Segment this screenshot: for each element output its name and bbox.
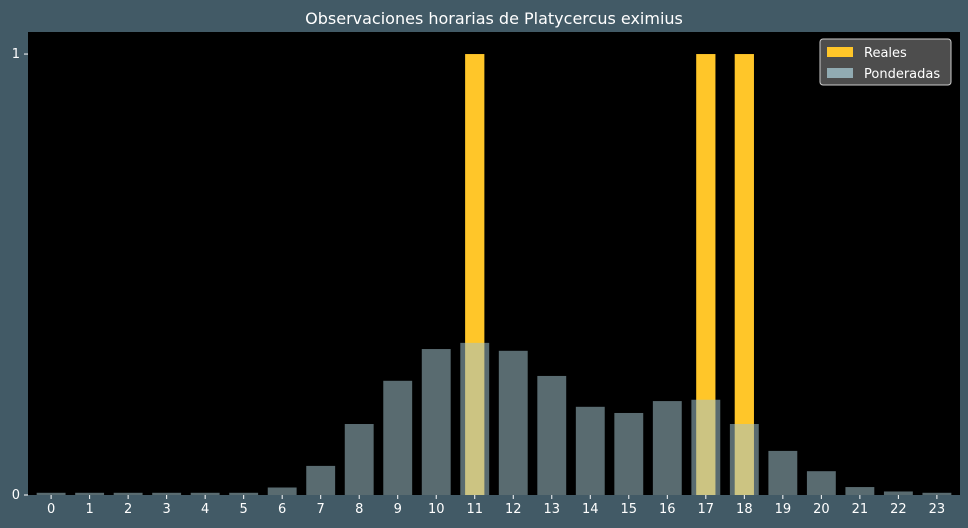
bar-ponderadas-18	[729, 424, 759, 495]
bar-reales-17	[696, 54, 716, 496]
y-axis-ticks: 01	[12, 47, 28, 503]
bar-ponderadas-22	[883, 491, 913, 495]
bar-ponderadas-3	[152, 492, 182, 495]
bar-ponderadas-2	[113, 492, 143, 495]
bar-ponderadas-21	[845, 487, 875, 495]
bar-ponderadas-20	[806, 471, 836, 495]
x-tick-label: 23	[929, 502, 946, 517]
bar-ponderadas-1	[75, 492, 105, 495]
x-tick-label: 20	[813, 502, 830, 517]
x-tick-label: 18	[736, 502, 753, 517]
x-tick-label: 3	[163, 502, 171, 517]
legend-label-reales: Reales	[864, 46, 907, 61]
bar-ponderadas-7	[306, 465, 336, 495]
x-tick-label: 0	[47, 502, 55, 517]
x-tick-label: 17	[698, 502, 715, 517]
x-tick-label: 7	[317, 502, 325, 517]
chart-title: Observaciones horarias de Platycercus ex…	[305, 9, 683, 28]
x-tick-label: 1	[85, 502, 93, 517]
bar-ponderadas-13	[537, 375, 567, 495]
legend: Reales Ponderadas	[819, 38, 952, 86]
x-tick-label: 2	[124, 502, 132, 517]
x-tick-label: 12	[505, 502, 522, 517]
x-axis-ticks: 0 1 2 3 4 5 6 7 8 9 10 11 12 13 14 15 16 17 18 19 20 21 22 23	[47, 495, 945, 517]
x-tick-label: 4	[201, 502, 209, 517]
bar-ponderadas-15	[614, 412, 644, 495]
x-tick-label: 9	[394, 502, 402, 517]
x-tick-label: 19	[775, 502, 792, 517]
legend-swatch-reales	[827, 47, 853, 57]
x-tick-label: 16	[659, 502, 676, 517]
x-tick-label: 13	[543, 502, 560, 517]
bar-ponderadas-14	[575, 406, 605, 495]
bar-ponderadas-8	[344, 424, 374, 495]
x-tick-label: 22	[890, 502, 907, 517]
y-tick-label: 0	[12, 488, 20, 503]
bar-ponderadas-11	[460, 342, 490, 495]
bar-ponderadas-4	[190, 492, 220, 495]
plot-area	[28, 32, 960, 495]
x-tick-label: 21	[852, 502, 869, 517]
bar-ponderadas-10	[421, 349, 451, 495]
x-tick-label: 10	[428, 502, 445, 517]
bar-ponderadas-19	[768, 450, 798, 495]
legend-label-ponderadas: Ponderadas	[864, 67, 940, 82]
bar-ponderadas-0	[36, 492, 66, 495]
x-tick-label: 5	[240, 502, 248, 517]
bar-ponderadas-6	[267, 487, 297, 495]
bar-ponderadas-9	[383, 380, 413, 495]
legend-swatch-ponderadas	[827, 68, 853, 78]
x-tick-label: 15	[621, 502, 638, 517]
y-tick-label: 1	[12, 47, 20, 62]
bar-ponderadas-17	[691, 399, 721, 495]
bar-reales-18	[734, 54, 754, 496]
weighted-bars-group	[36, 342, 952, 495]
x-tick-label: 8	[355, 502, 363, 517]
x-tick-label: 11	[466, 502, 483, 517]
x-tick-label: 6	[278, 502, 286, 517]
bar-ponderadas-16	[652, 401, 682, 495]
bar-ponderadas-23	[922, 492, 952, 495]
x-tick-label: 14	[582, 502, 599, 517]
bar-ponderadas-5	[229, 492, 259, 495]
bar-ponderadas-12	[498, 350, 528, 495]
